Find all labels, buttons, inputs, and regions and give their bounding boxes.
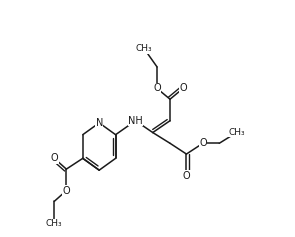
Text: CH₃: CH₃ [228,128,245,137]
Text: O: O [183,171,190,181]
Text: O: O [199,138,207,148]
Text: NH: NH [128,116,143,126]
Text: O: O [153,83,161,93]
Text: N: N [96,118,103,128]
Text: O: O [63,186,70,196]
Text: CH₃: CH₃ [136,44,153,53]
Text: O: O [179,83,187,93]
Text: O: O [50,153,58,163]
Text: CH₃: CH₃ [46,219,63,228]
